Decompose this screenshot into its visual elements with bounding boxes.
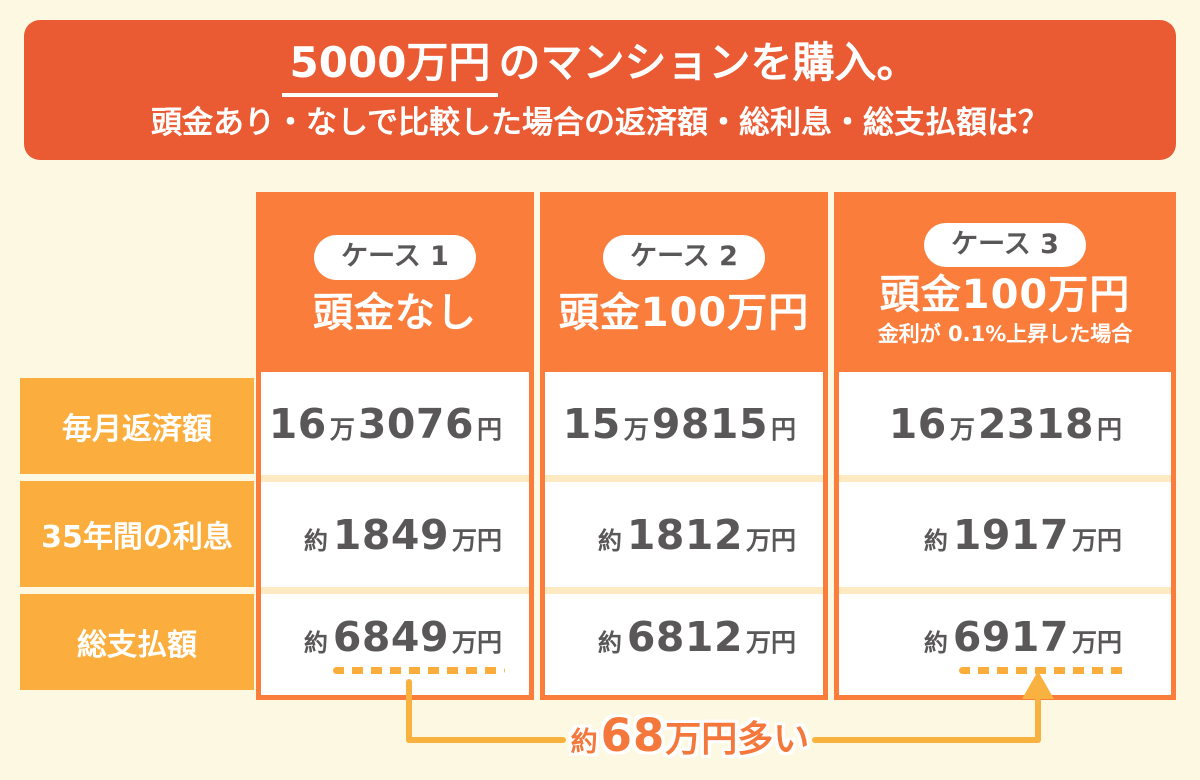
row-separator (261, 587, 529, 594)
row-label-total-payment: 総支払額 (20, 594, 254, 690)
cell-interest-case1: 約 1849 万円 (303, 510, 502, 559)
case3-header: ケース 3 頭金100万円 金利が 0.1%上昇した場合 (839, 197, 1171, 372)
case3-title: 頭金100万円 (879, 272, 1131, 319)
cell-interest-case2: 約 1812 万円 (597, 510, 796, 559)
banner-subtitle: 頭金あり・なしで比較した場合の返済額・総利息・総支払額は？ (150, 105, 1050, 142)
cell-total-case3: 約 6917 万円 (839, 594, 1171, 695)
case-column-2: ケース 2 頭金100万円 15 万9815 円 約 1812 万円 約 6812 万円 (540, 192, 828, 700)
row-separator (839, 475, 1171, 482)
case3-badge: ケース 3 (924, 222, 1086, 268)
dashed-underline-case1-total (333, 667, 505, 674)
case2-body: 15 万9815 円 約 1812 万円 約 6812 万円 (545, 372, 823, 695)
row-label-monthly-payment: 毎月返済額 (20, 378, 254, 474)
cell-monthly-case1: 16 万3076 円 (268, 399, 502, 448)
row-separator (261, 475, 529, 482)
connector-line-left-vertical (406, 679, 412, 743)
case-column-1: ケース 1 頭金なし 16 万3076 円 約 1849 万円 約 6849 万円 (256, 192, 534, 700)
cell-monthly-case3: 16 万2318 円 (888, 399, 1122, 448)
cell-interest-case3: 約 1917 万円 (923, 510, 1122, 559)
case2-title: 頭金100万円 (558, 289, 810, 336)
row-label-35yr-interest: 35年間の利息 (20, 481, 254, 587)
case1-body: 16 万3076 円 約 1849 万円 約 6849 万円 (261, 372, 529, 695)
row-separator (839, 587, 1171, 594)
case2-badge: ケース 2 (603, 235, 765, 280)
cell-total-case1: 約 6849 万円 (261, 594, 529, 695)
case1-badge: ケース 1 (314, 235, 476, 280)
title-banner: 5000万円 のマンションを購入。 頭金あり・なしで比較した場合の返済額・総利息・… (24, 20, 1176, 160)
case2-header: ケース 2 頭金100万円 (545, 197, 823, 372)
case1-title: 頭金なし (313, 289, 477, 336)
row-separator (545, 587, 823, 594)
banner-title-rest: のマンションを購入。 (498, 37, 919, 87)
banner-title: 5000万円 のマンションを購入。 (281, 37, 919, 98)
case1-header: ケース 1 頭金なし (261, 197, 529, 372)
arrow-up-icon (1022, 671, 1054, 699)
difference-annotation: 約68万円多い (570, 709, 810, 762)
row-separator (545, 475, 823, 482)
banner-title-highlight: 5000万円 (281, 39, 499, 98)
connector-line-right-vertical (1035, 698, 1041, 743)
cell-total-case2: 約 6812 万円 (597, 612, 796, 661)
case3-body: 16 万2318 円 約 1917 万円 約 6917 万円 (839, 372, 1171, 695)
connector-line-right-horizontal (812, 737, 1040, 743)
dashed-underline-case3-total (959, 667, 1125, 674)
cell-monthly-case2: 15 万9815 円 (562, 399, 796, 448)
connector-line-left-horizontal (406, 737, 566, 743)
case3-subtitle: 金利が 0.1%上昇した場合 (877, 322, 1133, 347)
